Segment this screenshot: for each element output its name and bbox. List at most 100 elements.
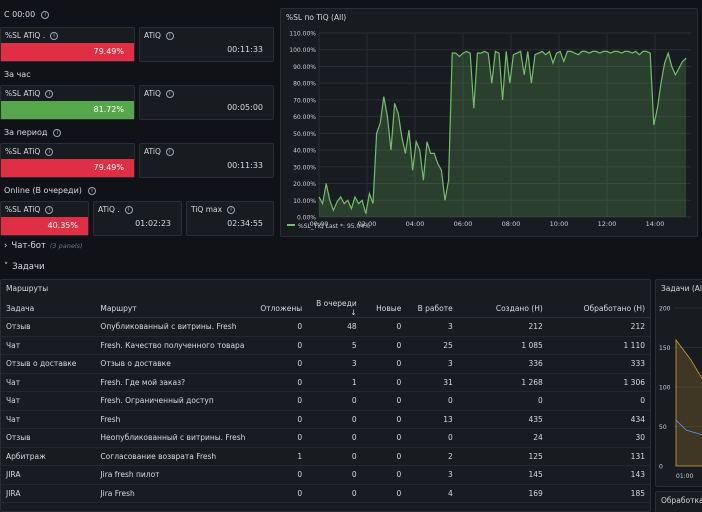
column-header[interactable]: Отложены: [250, 299, 308, 318]
legend-entry[interactable]: %SL_TiQ Last *: 95.04%: [298, 223, 370, 230]
stat-value: 00:05:00: [227, 103, 263, 112]
table-cell: 0: [547, 391, 650, 411]
table-cell: 1 085: [457, 336, 548, 355]
stat-value: 00:11:33: [227, 161, 263, 170]
table-row[interactable]: Чат Fresh. Где мой заказ? 0 1 0 31 1 268 1 306: [1, 373, 650, 392]
info-icon[interactable]: i: [50, 31, 59, 40]
info-icon[interactable]: i: [227, 205, 236, 214]
tasks-all-chart: 200 150 100 50 0 01:00: [659, 306, 702, 480]
column-header[interactable]: В работе: [406, 299, 458, 318]
table-cell: 1 268: [457, 373, 548, 392]
table-row[interactable]: Чат Fresh 0 0 0 13 435 434: [1, 410, 650, 429]
column-header[interactable]: Создано (Н): [457, 299, 548, 318]
row-tasks[interactable]: ˅ Задачи: [4, 262, 45, 272]
x-tick-label: 02:00: [358, 220, 377, 228]
table-header-row: Задача Маршрут Отложены В очереди ↓ Новые В р…: [1, 299, 650, 318]
table-cell: Арбитраж: [1, 447, 96, 466]
column-header[interactable]: Маршрут: [95, 299, 251, 318]
table-cell: 0: [361, 373, 407, 392]
y-tick-label: 50.00%: [293, 131, 316, 138]
table-cell: 5: [307, 336, 362, 355]
stat-value: 40.35%: [1, 217, 88, 235]
table-cell: Чат: [1, 410, 96, 429]
row-chatbot[interactable]: › Чат-бот (3 panels): [4, 241, 83, 251]
stat-panel-atiq-today[interactable]: ATiQ i 00:11:33: [139, 27, 274, 62]
table-cell: 0: [307, 391, 362, 411]
table-cell: 1: [307, 373, 362, 392]
table-cell: 212: [547, 317, 650, 337]
processing-title: Обработка: [661, 496, 702, 505]
table-cell: Jira Fresh: [95, 484, 251, 503]
tasks-all-panel[interactable]: Задачи (All) 200 150 100 50 0 01:00: [655, 279, 702, 487]
table-cell: 48: [307, 317, 362, 337]
info-icon[interactable]: i: [165, 89, 174, 98]
column-header[interactable]: Обработано (Н): [547, 299, 650, 318]
y-tick-label: 110.00%: [289, 31, 316, 38]
tasks-all-title: Задачи (All): [661, 284, 702, 293]
table-cell: 125: [457, 447, 548, 466]
y-tick-label: 40.00%: [293, 148, 316, 155]
table-row[interactable]: Чат Fresh. Ограниченный доступ 0 0 0 0 0 0: [1, 391, 650, 411]
sl-chart-panel[interactable]: %SL по TiQ (All) 110.00% 100.00% 90.00% 80.…: [280, 8, 698, 237]
table-cell: 131: [547, 447, 650, 466]
info-icon[interactable]: i: [45, 147, 54, 156]
table-cell: 0: [361, 391, 407, 411]
series-line: [318, 50, 687, 214]
table-cell: 0: [406, 428, 458, 448]
table-row[interactable]: JIRA Jira Fresh 0 0 0 4 169 185: [1, 484, 650, 503]
routes-panel[interactable]: Маршруты Задача Маршрут Отложены В очереди …: [0, 279, 651, 512]
routes-title: Маршруты: [6, 284, 49, 293]
stat-panel-sl-atiq-today[interactable]: %SL ATiQ .i 79.49%: [0, 27, 135, 62]
column-header[interactable]: В очереди ↓: [307, 299, 362, 318]
table-cell: Чат: [1, 373, 96, 392]
column-header[interactable]: Новые: [361, 299, 407, 318]
legend-swatch: [287, 224, 295, 226]
table-row[interactable]: Отзыв о доставке Отзыв о доставке 0 3 0 3 336 3…: [1, 354, 650, 374]
table-row[interactable]: Отзыв Опубликованный с витрины. Fresh 0 48 0…: [1, 317, 650, 337]
table-cell: 0: [361, 354, 407, 374]
processing-panel[interactable]: Обработка: [655, 491, 702, 512]
y-tick-label: 90.00%: [293, 64, 316, 71]
info-icon[interactable]: i: [87, 186, 96, 195]
stat-panel-sl-atiq-period[interactable]: %SL ATiQ i 79.49%: [0, 143, 135, 178]
table-cell: 0: [250, 373, 308, 392]
table-cell: 0: [250, 484, 308, 503]
stat-panel-atiq-online[interactable]: ATiQ .i 01:02:23: [93, 201, 182, 236]
table-cell: 0: [406, 391, 458, 411]
table-cell: Отзыв: [1, 317, 96, 337]
table-row[interactable]: Отзыв Неопубликованный с витрины. Fresh 0 0…: [1, 428, 650, 448]
info-icon[interactable]: i: [124, 205, 133, 214]
table-cell: 185: [547, 484, 650, 503]
table-row[interactable]: JIRA Jira fresh пилот 0 0 0 3 145 143: [1, 465, 650, 485]
column-header[interactable]: Задача: [1, 299, 96, 318]
stat-panel-atiq-period[interactable]: ATiQ i 00:11:33: [139, 143, 274, 178]
table-cell: JIRA: [1, 465, 96, 485]
chevron-down-icon: ˅: [4, 262, 9, 272]
stat-panel-sl-atiq-online[interactable]: %SL ATiQ i 40.35%: [0, 201, 89, 236]
table-cell: 0: [250, 410, 308, 429]
info-icon[interactable]: i: [165, 31, 174, 40]
table-cell: Неопубликованный с витрины. Fresh: [95, 428, 251, 448]
table-cell: Опубликованный с витрины. Fresh: [95, 317, 251, 337]
table-row[interactable]: Чат Fresh. Качество полученного товара 0 5 0…: [1, 336, 650, 355]
x-tick-label: 01:00: [676, 473, 693, 480]
info-icon[interactable]: i: [41, 10, 50, 19]
table-cell: Отзыв о доставке: [95, 354, 251, 374]
table-cell: JIRA: [1, 484, 96, 503]
info-icon[interactable]: i: [165, 147, 174, 156]
info-icon[interactable]: i: [45, 89, 54, 98]
x-tick-label: 00:00: [310, 220, 329, 228]
table-cell: Fresh: [95, 410, 251, 429]
info-icon[interactable]: i: [45, 205, 54, 214]
table-row[interactable]: Арбитраж Согласование возврата Fresh 1 0 0 2 1…: [1, 447, 650, 466]
table-cell: 30: [547, 428, 650, 448]
y-tick-label: 100.00%: [289, 47, 316, 54]
stat-panel-sl-atiq-hour[interactable]: %SL ATiQ i 81.72%: [0, 85, 135, 120]
stat-panel-tiq-max[interactable]: TiQ max i 02:34:55: [186, 201, 274, 236]
stat-panel-atiq-hour[interactable]: ATiQ i 00:05:00: [139, 85, 274, 120]
series-area: [675, 338, 702, 467]
section-title-period: За период i: [4, 128, 62, 137]
table-cell: 0: [361, 465, 407, 485]
info-icon[interactable]: i: [53, 128, 62, 137]
x-tick-label: 12:00: [598, 220, 617, 228]
